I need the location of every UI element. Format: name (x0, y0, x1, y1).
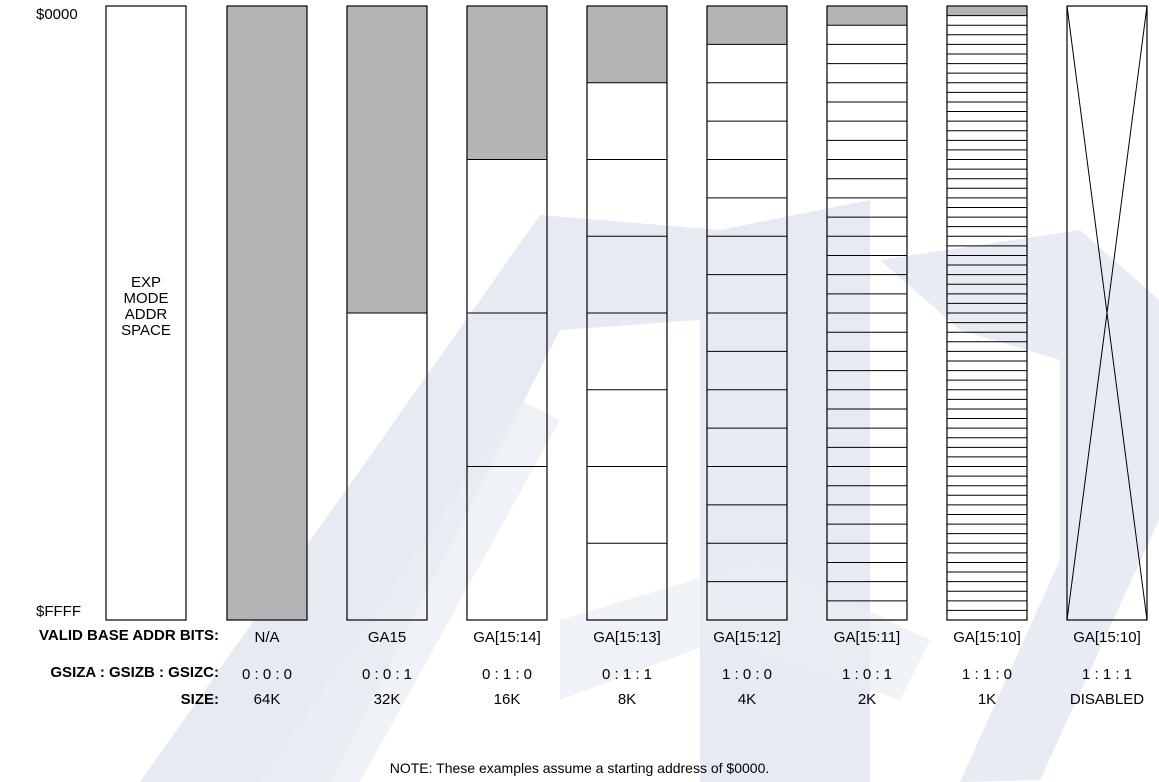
base-block-shaded (347, 6, 427, 313)
memory-column-5 (706, 5, 788, 621)
column-outline (826, 5, 908, 621)
start-address-label: $0000 (36, 6, 78, 23)
column-1-bits-label: N/A (254, 629, 280, 646)
exp-mode-addr-space-label: EXP MODE ADDR SPACE (106, 275, 186, 339)
size-row-label: SIZE: (180, 691, 219, 708)
disabled-cross-line (1066, 5, 1148, 621)
column-outline (1066, 5, 1148, 621)
column-8-size-value: DISABLED (1069, 691, 1145, 708)
valid-base-bits-row-label: VALID BASE ADDR BITS: (39, 627, 219, 644)
memory-column-6 (826, 5, 908, 621)
memory-column-7 (946, 5, 1028, 621)
memory-column-2 (346, 5, 428, 621)
column-2-gsiz-value: 0 : 0 : 1 (361, 666, 413, 683)
memory-column-8 (1066, 5, 1148, 621)
column-1-size-value: 64K (253, 691, 281, 708)
column-2-size-value: 32K (373, 691, 401, 708)
end-address-label: $FFFF (36, 603, 81, 620)
column-outline (226, 5, 308, 621)
column-4-gsiz-value: 0 : 1 : 1 (601, 666, 653, 683)
column-8-gsiz-value: 1 : 1 : 1 (1081, 666, 1133, 683)
column-outline (466, 5, 548, 621)
column-outline (346, 5, 428, 621)
column-3-bits-label: GA[15:14] (473, 629, 541, 646)
column-2-bits-label: GA15 (367, 629, 407, 646)
column-outline (586, 5, 668, 621)
footnote: NOTE: These examples assume a starting a… (389, 760, 770, 776)
column-8-bits-label: GA[15:10] (1073, 629, 1141, 646)
base-block-shaded (467, 6, 547, 160)
base-block-shaded (587, 6, 667, 83)
base-block-shaded (707, 6, 787, 45)
column-6-size-value: 2K (857, 691, 877, 708)
column-3-size-value: 16K (493, 691, 521, 708)
column-outline (706, 5, 788, 621)
memory-column-4 (586, 5, 668, 621)
column-4-bits-label: GA[15:13] (593, 629, 661, 646)
base-block-shaded (947, 6, 1027, 16)
exp-line-1: EXP (130, 274, 161, 291)
memory-column-1 (226, 5, 308, 621)
exp-line-2: MODE (123, 290, 169, 307)
exp-line-4: SPACE (121, 322, 171, 339)
base-block-shaded (227, 6, 307, 620)
exp-line-3: ADDR (124, 306, 168, 323)
column-5-gsiz-value: 1 : 0 : 0 (721, 666, 773, 683)
exp-mode-address-space-box (105, 5, 187, 621)
column-6-bits-label: GA[15:11] (833, 629, 901, 646)
column-3-gsiz-value: 0 : 1 : 0 (481, 666, 533, 683)
column-7-gsiz-value: 1 : 1 : 0 (961, 666, 1013, 683)
column-6-gsiz-value: 1 : 0 : 1 (841, 666, 893, 683)
memory-columns (226, 5, 1148, 621)
column-5-size-value: 4K (737, 691, 757, 708)
base-block-shaded (827, 6, 907, 26)
column-outline (946, 5, 1028, 621)
column-5-bits-label: GA[15:12] (713, 629, 781, 646)
column-7-size-value: 1K (977, 691, 997, 708)
column-4-size-value: 8K (617, 691, 637, 708)
gsiz-row-label: GSIZA : GSIZB : GSIZC: (50, 664, 219, 681)
memory-column-3 (466, 5, 548, 621)
column-7-bits-label: GA[15:10] (953, 629, 1021, 646)
column-1-gsiz-value: 0 : 0 : 0 (241, 666, 293, 683)
